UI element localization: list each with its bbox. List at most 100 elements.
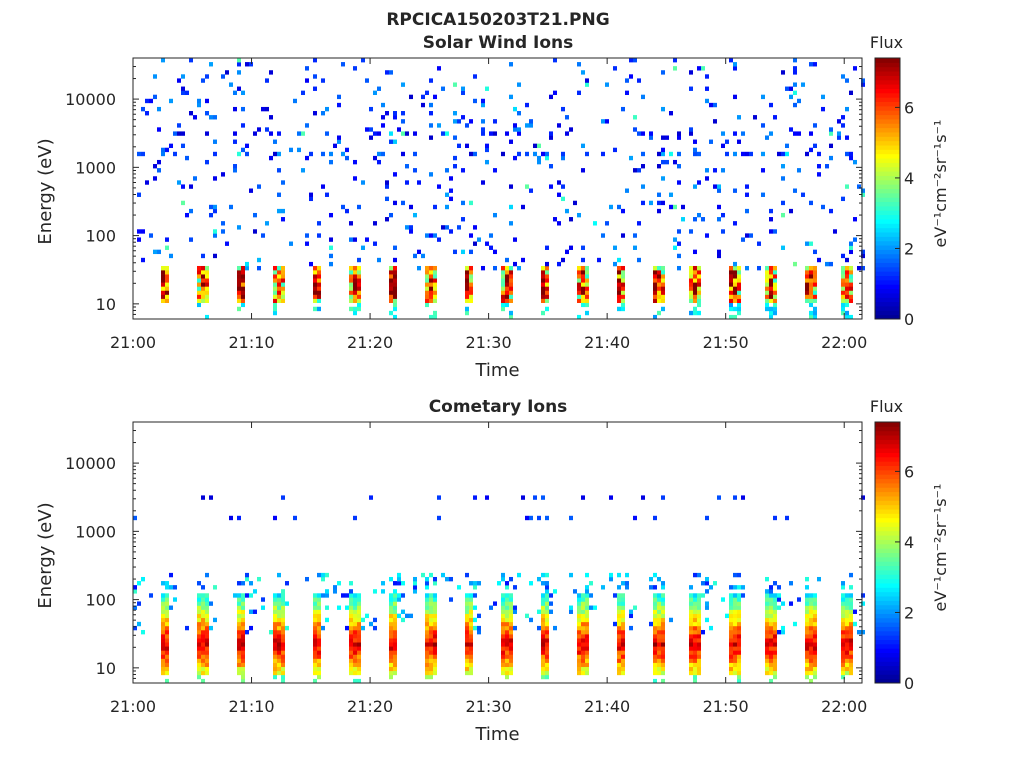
heatmap-cell xyxy=(357,666,361,672)
heatmap-cell xyxy=(773,621,777,627)
heatmap-cell xyxy=(769,270,773,275)
heatmap-cell xyxy=(385,70,389,75)
heatmap-cell xyxy=(377,159,381,165)
heatmap-cell xyxy=(501,638,505,643)
heatmap-cell xyxy=(481,119,485,124)
heatmap-cell xyxy=(661,634,665,639)
heatmap-cell xyxy=(545,270,549,275)
heatmap-cell xyxy=(453,164,457,169)
heatmap-cell xyxy=(661,290,665,295)
heatmap-cell xyxy=(145,180,149,185)
heatmap-cell xyxy=(237,642,241,647)
heatmap-cell xyxy=(285,625,289,631)
heatmap-cell xyxy=(661,593,665,598)
heatmap-cell xyxy=(269,70,273,75)
heatmap-cell xyxy=(469,270,473,275)
heatmap-cell xyxy=(209,625,213,631)
heatmap-cell xyxy=(237,270,241,275)
heatmap-cell xyxy=(269,131,273,136)
heatmap-cell xyxy=(277,265,281,271)
heatmap-cell xyxy=(317,605,321,610)
heatmap-cell xyxy=(737,282,741,287)
heatmap-cell xyxy=(189,184,193,189)
heatmap-cell xyxy=(585,609,589,614)
heatmap-cell xyxy=(733,638,737,643)
heatmap-cell xyxy=(457,225,461,230)
heatmap-cell xyxy=(161,593,165,598)
heatmap-cell xyxy=(653,585,657,590)
heatmap-cell xyxy=(629,625,633,631)
heatmap-cell xyxy=(349,593,353,598)
heatmap-cell xyxy=(505,270,509,275)
heatmap-cell xyxy=(841,597,845,602)
heatmap-cell xyxy=(741,151,745,157)
heatmap-cell xyxy=(529,617,533,623)
heatmap-cell xyxy=(241,654,245,659)
heatmap-cell xyxy=(657,597,661,602)
heatmap-cell xyxy=(841,265,845,271)
heatmap-cell xyxy=(849,621,853,627)
heatmap-cell xyxy=(429,278,433,283)
heatmap-cell xyxy=(509,662,513,667)
heatmap-cell xyxy=(273,638,277,643)
heatmap-cell xyxy=(329,245,333,250)
heatmap-cell xyxy=(369,135,373,140)
heatmap-cell xyxy=(201,662,205,667)
heatmap-cell xyxy=(781,629,785,635)
heatmap-cell xyxy=(737,678,741,684)
heatmap-cell xyxy=(761,151,765,157)
heatmap-cell xyxy=(765,589,769,594)
heatmap-cell xyxy=(617,654,621,659)
heatmap-cell xyxy=(689,666,693,672)
heatmap-cell xyxy=(841,310,845,316)
heatmap-cell xyxy=(357,629,361,635)
heatmap-cell xyxy=(213,229,217,234)
heatmap-cell xyxy=(249,62,253,67)
heatmap-cell xyxy=(809,621,813,627)
heatmap-cell xyxy=(313,662,317,667)
heatmap-cell xyxy=(165,609,169,614)
colorbar-segment xyxy=(875,609,900,614)
heatmap-cell xyxy=(429,135,433,140)
heatmap-cell xyxy=(581,298,585,303)
heatmap-cell xyxy=(241,123,245,128)
heatmap-cell xyxy=(177,180,181,185)
heatmap-cell xyxy=(841,609,845,614)
heatmap-cell xyxy=(809,617,813,623)
heatmap-cell xyxy=(581,294,585,299)
heatmap-cell xyxy=(161,613,165,619)
colorbar-segment xyxy=(875,530,900,536)
heatmap-cell xyxy=(273,621,277,627)
heatmap-cell xyxy=(433,274,437,279)
heatmap-cell xyxy=(653,265,657,271)
heatmap-cell xyxy=(345,593,349,598)
heatmap-cell xyxy=(545,654,549,659)
heatmap-cell xyxy=(545,638,549,643)
heatmap-cell xyxy=(305,241,309,246)
colorbar-segment xyxy=(875,245,900,250)
heatmap-cell xyxy=(753,115,757,120)
heatmap-cell xyxy=(717,253,721,259)
heatmap-cell xyxy=(581,613,585,619)
heatmap-cell xyxy=(765,286,769,291)
heatmap-cell xyxy=(581,274,585,279)
heatmap-cell xyxy=(805,274,809,279)
heatmap-cell xyxy=(429,601,433,606)
heatmap-cell xyxy=(337,605,341,610)
colorbar-segment xyxy=(875,158,900,163)
heatmap-cell xyxy=(729,286,733,291)
heatmap-cell xyxy=(693,282,697,287)
heatmap-cell xyxy=(425,613,429,619)
heatmap-cell xyxy=(317,609,321,614)
heatmap-cell xyxy=(193,176,197,181)
heatmap-cell xyxy=(689,593,693,598)
heatmap-cell xyxy=(657,310,661,316)
heatmap-cell xyxy=(617,597,621,602)
colorbar-segment xyxy=(875,249,900,255)
colorbar-segment xyxy=(875,582,900,588)
heatmap-cell xyxy=(161,642,165,647)
heatmap-cell xyxy=(201,585,205,590)
heatmap-cell xyxy=(149,233,153,238)
heatmap-cell xyxy=(693,646,697,651)
heatmap-cell xyxy=(705,576,709,582)
